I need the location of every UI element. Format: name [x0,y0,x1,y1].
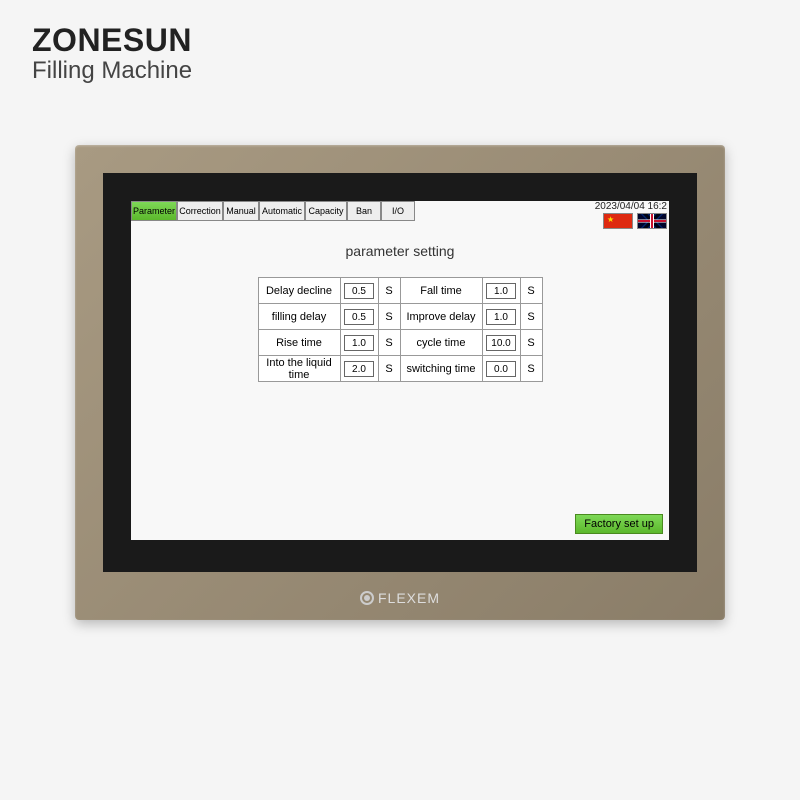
param-label: Rise time [258,330,340,356]
tab-correction[interactable]: Correction [177,201,223,221]
param-value-cell: 0.5 [340,304,378,330]
top-bar: Parameter Correction Manual Automatic Ca… [131,201,669,231]
param-unit: S [520,356,542,382]
delay-decline-input[interactable]: 0.5 [344,283,374,299]
filling-delay-input[interactable]: 0.5 [344,309,374,325]
tab-io[interactable]: I/O [381,201,415,221]
param-unit: S [378,304,400,330]
table-row: Rise time 1.0 S cycle time 10.0 S [258,330,542,356]
param-unit: S [520,278,542,304]
switching-time-input[interactable]: 0.0 [486,361,516,377]
table-row: Into the liquid time 2.0 S switching tim… [258,356,542,382]
factory-setup-button[interactable]: Factory set up [575,514,663,534]
param-value-cell: 2.0 [340,356,378,382]
improve-delay-input[interactable]: 1.0 [486,309,516,325]
datetime-display: 2023/04/04 16:2 [595,201,667,212]
language-flags [603,213,667,229]
param-label: Improve delay [400,304,482,330]
table-row: Delay decline 0.5 S Fall time 1.0 S [258,278,542,304]
param-label: switching time [400,356,482,382]
param-unit: S [378,330,400,356]
tab-ban[interactable]: Ban [347,201,381,221]
datetime-flag-area: 2023/04/04 16:2 [595,201,669,229]
param-value-cell: 1.0 [482,278,520,304]
param-label: filling delay [258,304,340,330]
brand-title: ZONESUN [32,22,192,59]
param-label: Fall time [400,278,482,304]
tab-bar: Parameter Correction Manual Automatic Ca… [131,201,415,221]
param-value-cell: 0.5 [340,278,378,304]
device-brand-text: FLEXEM [378,590,440,606]
china-flag-icon[interactable] [603,213,633,229]
param-value-cell: 0.0 [482,356,520,382]
brand-subtitle: Filling Machine [32,57,192,85]
device-brand-label: FLEXEM [360,590,440,606]
param-label: Delay decline [258,278,340,304]
parameter-table: Delay decline 0.5 S Fall time 1.0 S fill… [258,277,543,382]
tab-capacity[interactable]: Capacity [305,201,347,221]
page-title: parameter setting [131,243,669,259]
param-unit: S [520,330,542,356]
param-label: Into the liquid time [258,356,340,382]
param-unit: S [378,356,400,382]
param-unit: S [378,278,400,304]
param-value-cell: 1.0 [340,330,378,356]
tab-manual[interactable]: Manual [223,201,259,221]
table-row: filling delay 0.5 S Improve delay 1.0 S [258,304,542,330]
hmi-device-frame: Parameter Correction Manual Automatic Ca… [75,145,725,620]
tab-automatic[interactable]: Automatic [259,201,305,221]
flexem-logo-icon [360,591,374,605]
page-header: ZONESUN Filling Machine [32,22,192,85]
param-value-cell: 10.0 [482,330,520,356]
rise-time-input[interactable]: 1.0 [344,335,374,351]
uk-flag-icon[interactable] [637,213,667,229]
tab-parameter[interactable]: Parameter [131,201,177,221]
param-value-cell: 1.0 [482,304,520,330]
cycle-time-input[interactable]: 10.0 [486,335,516,351]
screen-bezel: Parameter Correction Manual Automatic Ca… [103,173,697,572]
liquid-time-input[interactable]: 2.0 [344,361,374,377]
param-label: cycle time [400,330,482,356]
param-unit: S [520,304,542,330]
touch-screen: Parameter Correction Manual Automatic Ca… [131,201,669,540]
fall-time-input[interactable]: 1.0 [486,283,516,299]
